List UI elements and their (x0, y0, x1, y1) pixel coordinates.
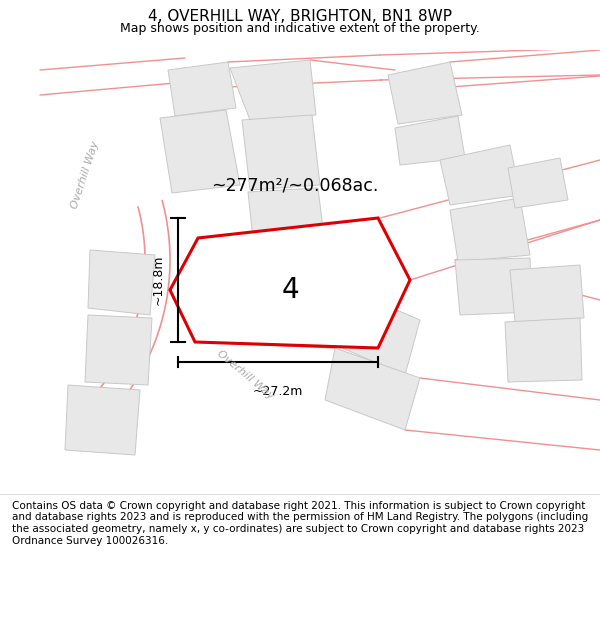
Polygon shape (170, 218, 410, 348)
Text: ~27.2m: ~27.2m (253, 385, 303, 398)
Polygon shape (395, 116, 465, 165)
Text: Overhill Way: Overhill Way (215, 349, 275, 401)
Text: ~277m²/~0.068ac.: ~277m²/~0.068ac. (211, 176, 379, 194)
Polygon shape (450, 198, 530, 262)
Polygon shape (455, 258, 532, 315)
Polygon shape (65, 385, 140, 455)
Text: 4, OVERHILL WAY, BRIGHTON, BN1 8WP: 4, OVERHILL WAY, BRIGHTON, BN1 8WP (148, 9, 452, 24)
Text: Map shows position and indicative extent of the property.: Map shows position and indicative extent… (120, 22, 480, 35)
Polygon shape (505, 318, 582, 382)
Text: ~18.8m: ~18.8m (151, 255, 164, 305)
Polygon shape (325, 348, 420, 430)
Text: Overhill Way: Overhill Way (70, 140, 101, 210)
Polygon shape (388, 62, 462, 124)
Polygon shape (230, 60, 316, 120)
Polygon shape (88, 250, 155, 315)
Polygon shape (168, 62, 236, 116)
Text: 4: 4 (281, 276, 299, 304)
Polygon shape (510, 265, 584, 322)
Polygon shape (85, 315, 152, 385)
Polygon shape (508, 158, 568, 208)
Text: Contains OS data © Crown copyright and database right 2021. This information is : Contains OS data © Crown copyright and d… (12, 501, 588, 546)
Polygon shape (335, 290, 420, 375)
Polygon shape (242, 115, 320, 190)
Polygon shape (440, 145, 520, 205)
Polygon shape (160, 110, 240, 193)
Polygon shape (248, 188, 325, 248)
